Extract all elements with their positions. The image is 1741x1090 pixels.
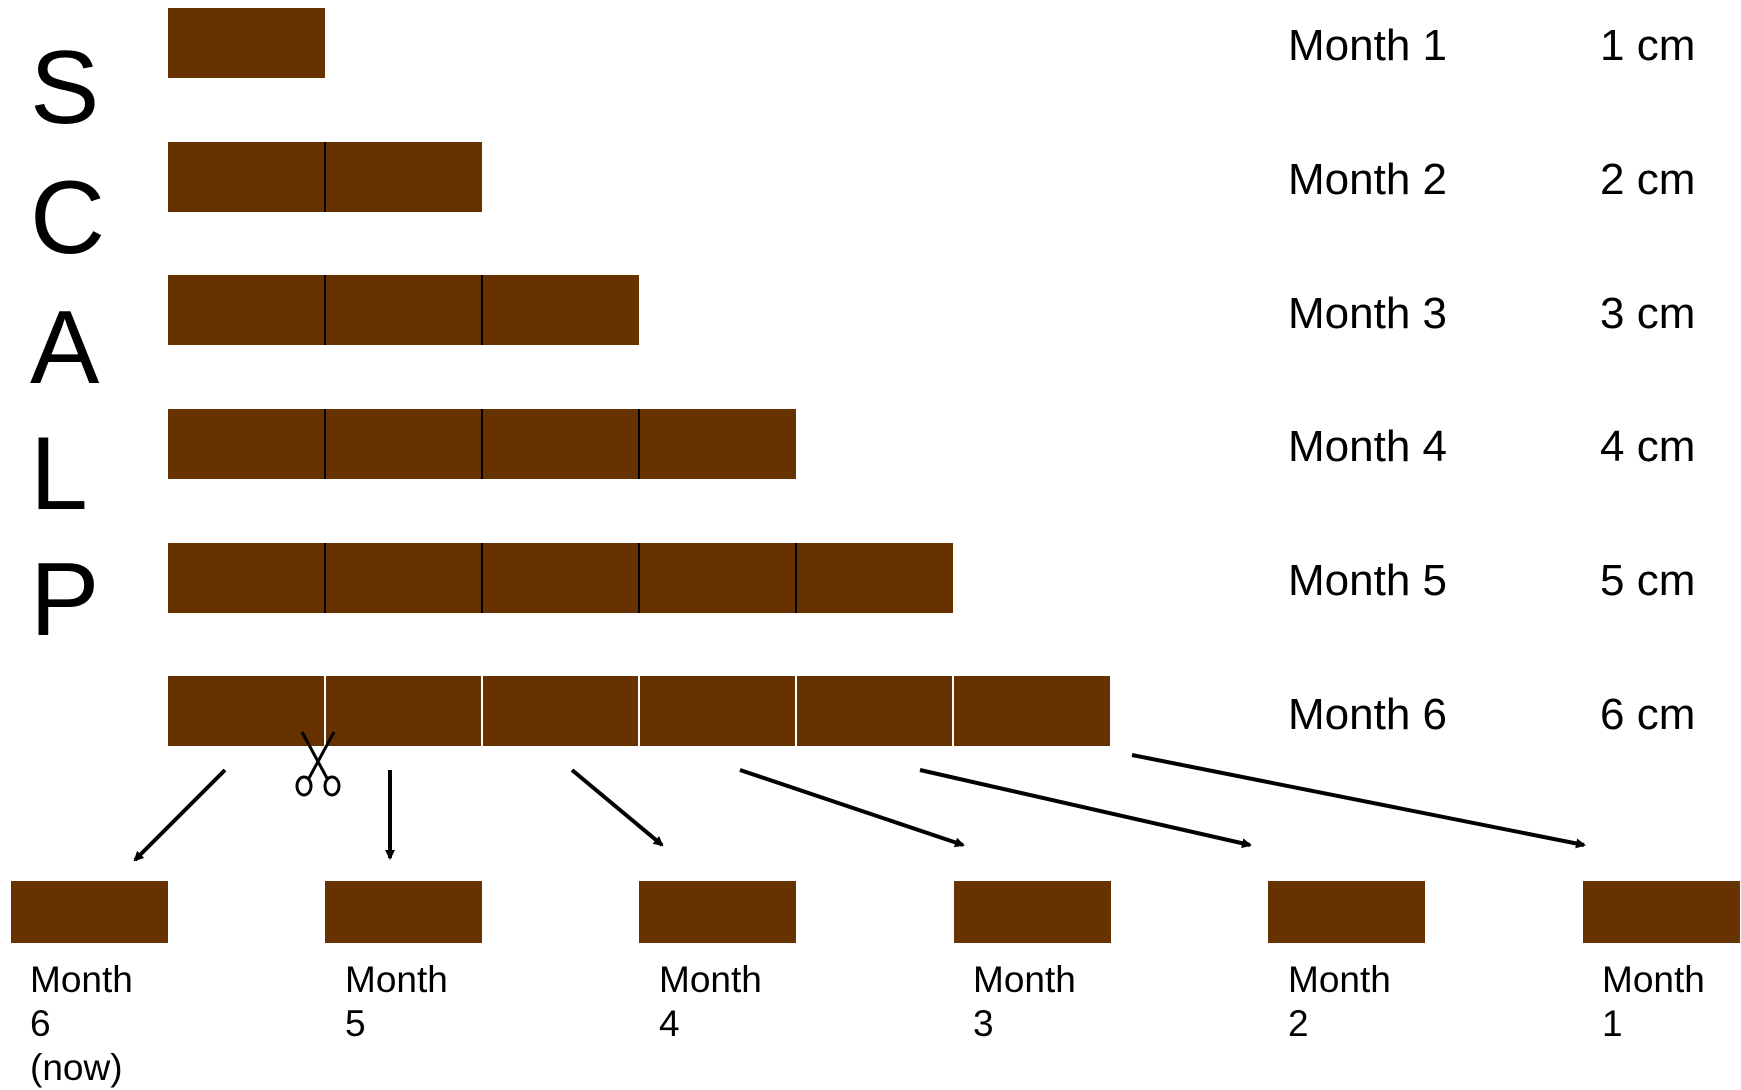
row-length-label: 6 cm xyxy=(1600,690,1696,739)
segment-label: Month 1 xyxy=(1602,959,1705,1044)
segment-label: Month 6 (now) xyxy=(30,959,133,1088)
arrow xyxy=(919,768,1252,849)
hair-segment xyxy=(11,881,168,943)
row-month-label: Month 2 xyxy=(1288,155,1447,204)
arrow xyxy=(133,768,227,862)
row-length-label: 2 cm xyxy=(1600,155,1696,204)
scalp-letter-a: A xyxy=(30,290,100,406)
scissors-icon xyxy=(295,731,341,797)
hair-segment xyxy=(1583,881,1740,943)
scalp-letter-c: C xyxy=(30,160,106,276)
arrow xyxy=(1131,753,1586,849)
arrow xyxy=(739,768,965,848)
row-length-label: 4 cm xyxy=(1600,422,1696,471)
row-month-label: Month 5 xyxy=(1288,556,1447,605)
hair-bar xyxy=(168,275,639,345)
row-month-label: Month 6 xyxy=(1288,690,1447,739)
row-month-label: Month 1 xyxy=(1288,21,1447,70)
arrow xyxy=(570,768,664,847)
segment-label: Month 2 xyxy=(1288,959,1391,1044)
scalp-letter-l: L xyxy=(30,416,88,532)
hair-segment xyxy=(325,881,482,943)
row-length-label: 3 cm xyxy=(1600,289,1696,338)
hair-segment xyxy=(1268,881,1425,943)
row-month-label: Month 3 xyxy=(1288,289,1447,338)
row-length-label: 1 cm xyxy=(1600,21,1696,70)
row-length-label: 5 cm xyxy=(1600,556,1696,605)
row-month-label: Month 4 xyxy=(1288,422,1447,471)
scalp-letter-p: P xyxy=(30,542,100,658)
scalp-letter-s: S xyxy=(30,30,100,146)
hair-segment xyxy=(954,881,1111,943)
hair-bar xyxy=(168,8,325,78)
segment-label: Month 5 xyxy=(345,959,448,1044)
segment-label: Month 3 xyxy=(973,959,1076,1044)
hair-bar xyxy=(168,543,953,613)
hair-segment xyxy=(639,881,796,943)
segment-label: Month 4 xyxy=(659,959,762,1044)
